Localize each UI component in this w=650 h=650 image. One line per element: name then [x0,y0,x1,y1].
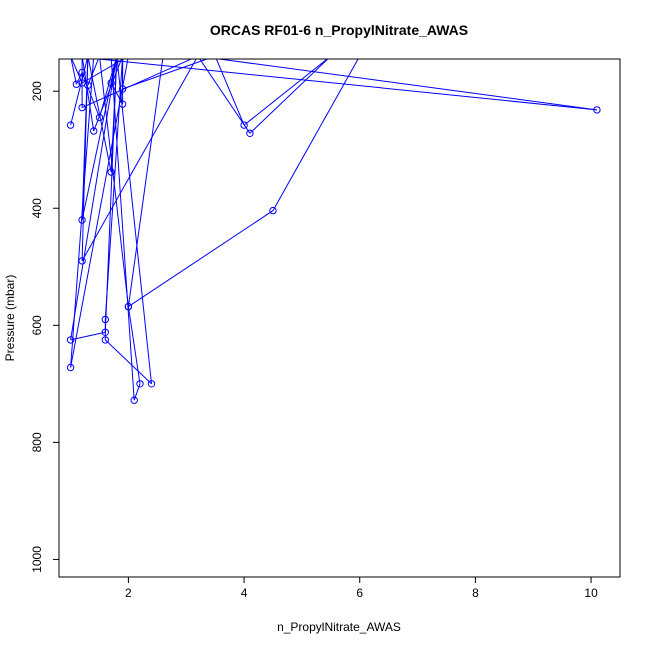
data-point [66,336,75,344]
x-tick-label: 8 [472,586,479,600]
data-point [78,68,86,77]
series-line-segment [82,59,95,132]
data-point [130,396,138,404]
series-line-segment [87,59,99,86]
plot-lines [70,59,597,401]
y-axis: 200 400 600 800 1000 [30,81,60,573]
series-line-segment [104,339,152,385]
series-line-segment [128,210,274,308]
x-axis: 2 4 6 8 10 [125,576,598,600]
y-tick-label: 600 [30,315,44,335]
data-point [147,380,156,388]
series-line-segment [127,59,164,307]
y-axis-label: Pressure (mbar) [3,275,17,362]
series-line-segment [81,59,125,84]
data-point [90,127,98,135]
data-point [84,81,92,90]
series-line-segment [243,59,328,126]
series-line-segment [127,306,141,384]
y-tick-label: 1000 [30,546,44,573]
series-line-segment [70,59,77,85]
series-line-segment [94,59,597,111]
data-point [124,302,133,311]
series-line-segment [249,59,329,134]
series-line-segment [215,59,597,111]
y-tick-label: 800 [30,432,44,452]
series-line-segment [70,59,88,126]
y-tick-label: 400 [30,198,44,218]
data-point [269,206,277,215]
data-point [78,103,86,112]
data-point [107,79,115,87]
series-line-segment [81,59,193,109]
series-line-segment [215,59,245,126]
series-line-segment [199,59,251,134]
x-axis-label: n_PropylNitrate_AWAS [277,620,401,634]
data-point [240,121,248,129]
data-point [101,336,110,344]
series-line-segment [71,59,83,84]
series-line-segment [116,59,152,384]
data-point [101,315,110,324]
series-line-segment [272,59,359,211]
data-point [593,106,601,114]
series-line-segment [75,72,83,85]
series-line-segment [99,59,129,307]
data-point [118,85,127,93]
data-point [136,380,144,388]
x-tick-label: 10 [584,586,598,600]
series-line-segment [133,383,141,401]
chart-title: ORCAS RF01-6 n_PropylNitrate_AWAS [210,22,468,38]
plot-points [66,68,601,404]
series-line-segment [104,59,123,320]
data-point [101,328,110,336]
x-tick-label: 4 [241,586,248,600]
series-line-segment [110,59,135,401]
data-point [66,363,75,372]
series-line-segment [122,59,209,90]
series-line-segment [70,59,117,340]
x-tick-label: 6 [356,586,363,600]
data-point [246,129,254,138]
data-point [78,257,86,265]
data-point [95,113,104,122]
data-point [72,80,81,88]
plot-frame [58,58,621,578]
y-tick-label: 200 [30,81,44,101]
data-point [118,100,127,108]
series-line-segment [110,59,118,173]
x-tick-label: 2 [125,586,132,600]
series-line-segment [70,59,129,368]
data-point [78,216,86,224]
series-line-segment [70,59,94,368]
data-point [107,168,115,176]
data-point [66,121,75,129]
series-line-segment [81,59,197,262]
